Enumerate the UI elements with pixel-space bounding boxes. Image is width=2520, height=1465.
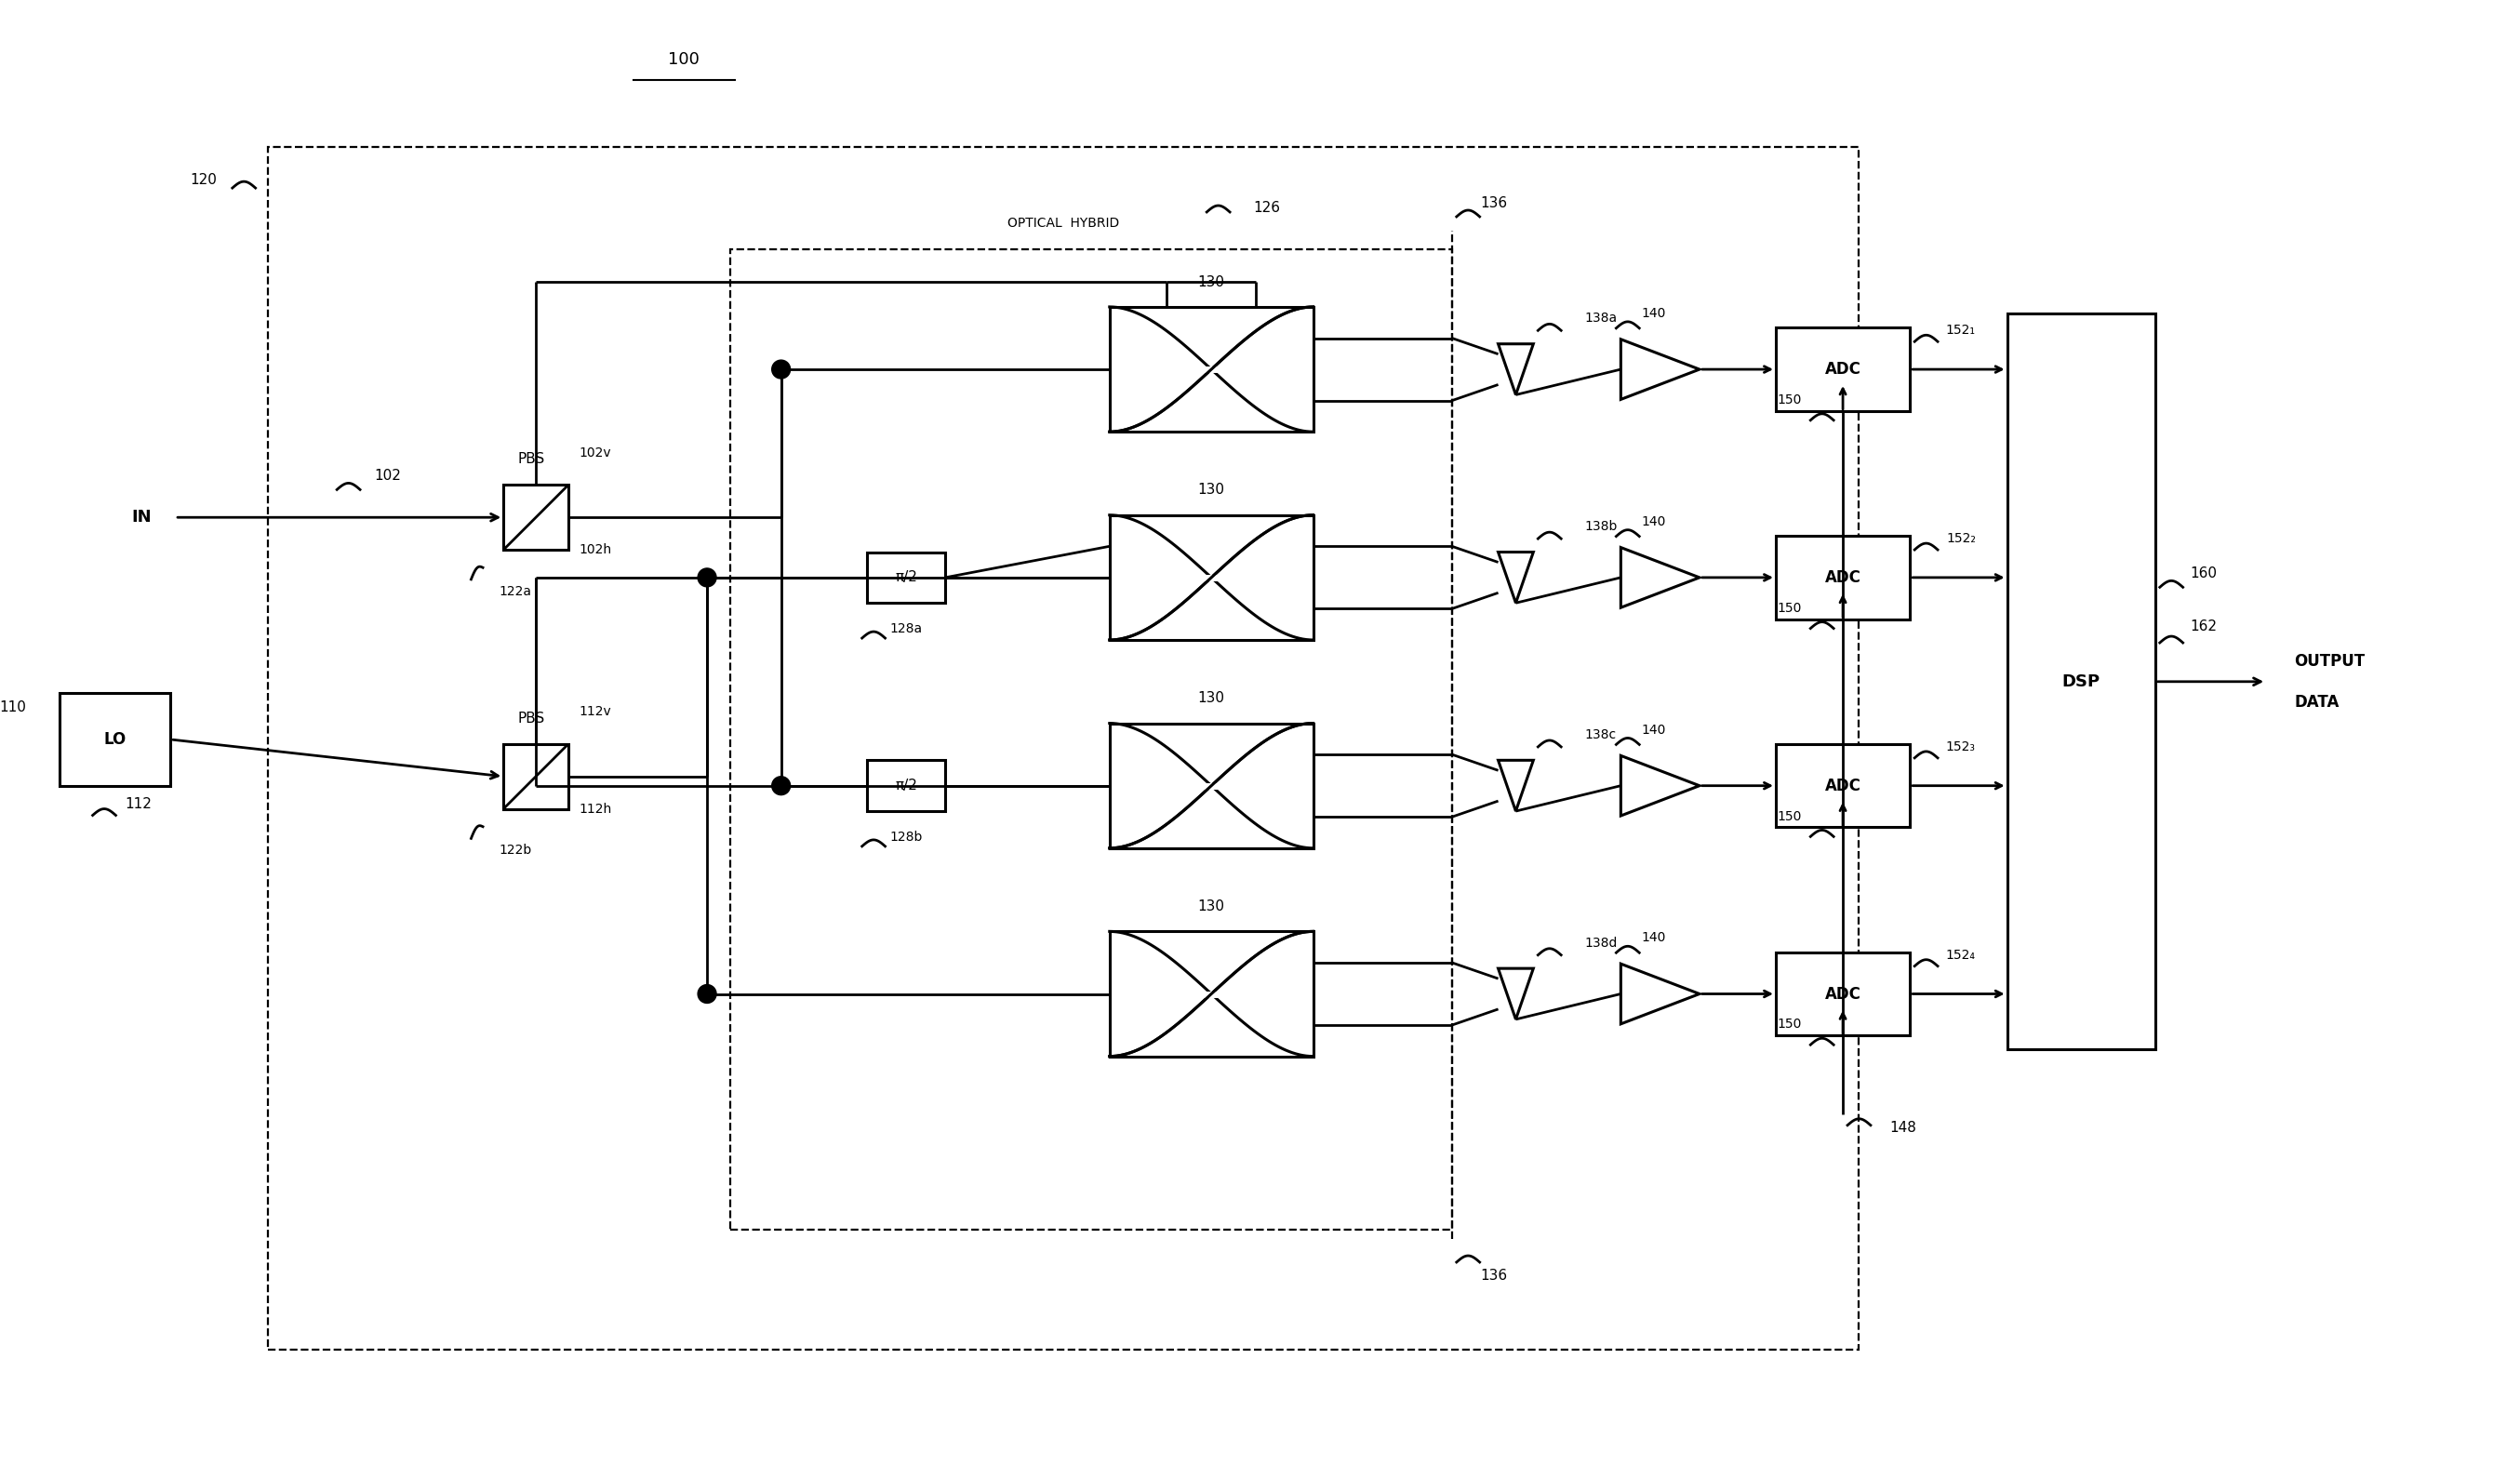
Text: 140: 140 <box>1641 516 1666 527</box>
Text: ADC: ADC <box>1824 568 1860 586</box>
Bar <box>1777 536 1910 620</box>
Text: 150: 150 <box>1777 394 1802 406</box>
Text: 140: 140 <box>1641 932 1666 945</box>
Circle shape <box>771 776 791 795</box>
Text: 130: 130 <box>1197 900 1225 913</box>
Text: 152₃: 152₃ <box>1945 740 1976 753</box>
Text: ADC: ADC <box>1824 778 1860 794</box>
Circle shape <box>698 984 716 1004</box>
Text: 138d: 138d <box>1585 936 1618 949</box>
Text: 122b: 122b <box>499 844 532 857</box>
Text: 112h: 112h <box>580 803 612 816</box>
Text: 110: 110 <box>0 700 28 713</box>
Bar <box>1777 328 1910 412</box>
Bar <box>731 249 1452 1229</box>
Circle shape <box>698 568 716 587</box>
Text: 130: 130 <box>1197 691 1225 705</box>
Text: 128b: 128b <box>890 831 922 844</box>
Text: 102h: 102h <box>580 544 612 557</box>
Text: OPTICAL  HYBRID: OPTICAL HYBRID <box>1008 217 1119 230</box>
Text: DSP: DSP <box>2061 674 2099 690</box>
Text: 130: 130 <box>1197 483 1225 497</box>
Text: ADC: ADC <box>1824 986 1860 1002</box>
Text: 138a: 138a <box>1585 312 1618 325</box>
Text: 112v: 112v <box>580 705 612 718</box>
Text: 140: 140 <box>1641 724 1666 737</box>
Text: 152₁: 152₁ <box>1945 324 1976 337</box>
Bar <box>1109 306 1313 432</box>
Bar <box>1777 744 1910 828</box>
Text: 138b: 138b <box>1585 520 1618 533</box>
Text: 112: 112 <box>126 797 151 812</box>
Text: 126: 126 <box>1252 201 1280 214</box>
Circle shape <box>771 360 791 378</box>
Bar <box>504 744 567 809</box>
Text: PBS: PBS <box>517 711 544 725</box>
Text: 140: 140 <box>1641 306 1666 319</box>
Text: 138c: 138c <box>1585 728 1615 741</box>
Bar <box>1109 932 1313 1056</box>
Text: DATA: DATA <box>2293 693 2339 711</box>
Bar <box>867 760 945 812</box>
Text: 152₂: 152₂ <box>1945 532 1976 545</box>
Bar <box>267 148 1860 1351</box>
Text: 160: 160 <box>2190 567 2218 580</box>
Text: 102: 102 <box>373 469 401 483</box>
Text: 128a: 128a <box>890 623 922 636</box>
Text: IN: IN <box>131 508 151 526</box>
Text: π/2: π/2 <box>895 779 917 793</box>
Text: 122a: 122a <box>499 585 532 598</box>
Text: LO: LO <box>103 731 126 747</box>
Text: 152₄: 152₄ <box>1945 948 1976 961</box>
Bar <box>867 552 945 604</box>
Text: 148: 148 <box>1890 1121 1915 1135</box>
Text: PBS: PBS <box>517 453 544 466</box>
Text: 100: 100 <box>668 51 701 67</box>
Bar <box>1777 952 1910 1036</box>
Bar <box>1109 516 1313 640</box>
Text: 150: 150 <box>1777 810 1802 823</box>
Text: 130: 130 <box>1197 275 1225 289</box>
Text: ADC: ADC <box>1824 360 1860 378</box>
Text: 150: 150 <box>1777 602 1802 614</box>
Text: 162: 162 <box>2190 620 2218 633</box>
Bar <box>504 485 567 549</box>
Text: OUTPUT: OUTPUT <box>2293 653 2364 670</box>
Text: 136: 136 <box>1479 196 1507 209</box>
Text: π/2: π/2 <box>895 570 917 585</box>
Text: 102v: 102v <box>580 447 612 459</box>
Text: 136: 136 <box>1479 1269 1507 1283</box>
Bar <box>60 693 171 785</box>
Text: 120: 120 <box>189 173 217 186</box>
Text: 150: 150 <box>1777 1018 1802 1031</box>
Bar <box>1109 724 1313 848</box>
Bar <box>2006 314 2155 1049</box>
